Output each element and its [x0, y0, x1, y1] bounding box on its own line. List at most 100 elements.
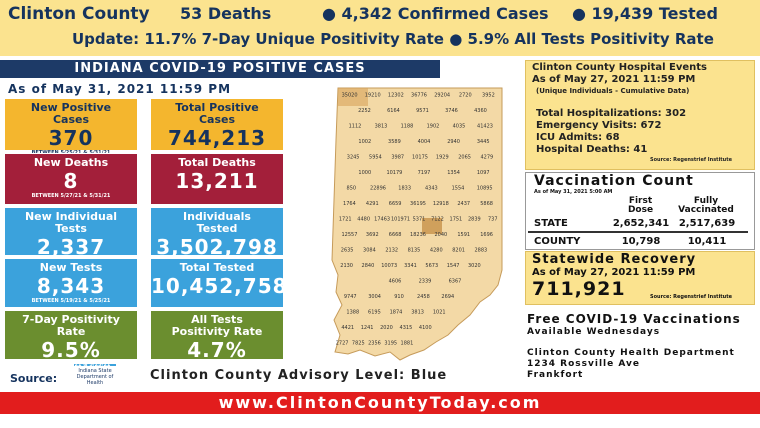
county-cases: 1021 — [433, 310, 446, 316]
tile-value: 9.5% — [41, 338, 101, 362]
update-line: Update: 11.7% 7-Day Unique Positivity Ra… — [72, 30, 714, 48]
county-cases: 4480 — [357, 217, 370, 223]
county-cases: 2839 — [468, 217, 481, 223]
county-cases: 1112 — [349, 124, 362, 130]
tile-label: New Individual Tests — [24, 210, 118, 235]
county-cases: 2694 — [441, 294, 454, 300]
address-line: Clinton County Health Department — [527, 348, 735, 358]
county-cases: 1000 — [358, 170, 371, 176]
county-cases: 3746 — [445, 108, 458, 114]
tile-label: Total Tested — [179, 261, 255, 274]
county-cases: 3589 — [388, 139, 401, 145]
county-cases: 12918 — [433, 201, 449, 207]
tile-label: All Tests Positivity Rate — [171, 313, 263, 338]
county-cases: 2458 — [417, 294, 430, 300]
county-cases: 2132 — [385, 248, 398, 254]
county-cases: 12302 — [388, 93, 404, 99]
county-cases: 3987 — [391, 155, 404, 161]
tile-value: 8,343 — [36, 274, 106, 298]
tile-label: New Tests — [39, 261, 103, 274]
county-cases: 4343 — [425, 186, 438, 192]
county-cases: 41423 — [477, 124, 493, 130]
row-label: STATE — [534, 218, 568, 229]
county-cases: 3813 — [375, 124, 388, 130]
hospital-box — [525, 60, 755, 170]
county-cases: 1188 — [401, 124, 414, 130]
county-cases: 8135 — [408, 248, 421, 254]
county-cases: 6668 — [389, 232, 402, 238]
county-cases: 4035 — [453, 124, 466, 130]
county-cases: 910 — [394, 294, 404, 300]
county-cases: 4315 — [400, 325, 413, 331]
stat-tile: Total Positive Cases 744,213 — [150, 98, 284, 151]
source-label: Source: — [10, 372, 58, 385]
county-cases: 5673 — [425, 263, 438, 269]
county-cases: 22896 — [370, 186, 386, 192]
county-cases: 3952 — [482, 93, 495, 99]
address: Clinton County Health Department 1234 Ros… — [527, 348, 735, 381]
tile-value: 8 — [63, 169, 79, 193]
county-cases: 3692 — [366, 232, 379, 238]
tile-value: 10,452,758 — [151, 274, 288, 298]
county-cases: 10073 — [381, 263, 397, 269]
county-cases: 18236 — [410, 232, 426, 238]
vaccination-count: 10,411 — [687, 236, 727, 247]
stat-tile: Individuals Tested 3,502,798 — [150, 207, 284, 259]
county-cases: 3020 — [468, 263, 481, 269]
county-cases: 36195 — [410, 201, 426, 207]
website-url: www.ClintonCountyToday.com — [0, 392, 760, 414]
vaccination-count: 2,517,639 — [678, 218, 736, 229]
county-cases: 1929 — [436, 155, 449, 161]
hospital-line: Emergency Visits: 672 — [536, 120, 662, 131]
county-cases: 2065 — [458, 155, 471, 161]
county-cases: 7197 — [418, 170, 431, 176]
county-cases: 3195 — [384, 341, 397, 347]
tile-value: 744,213 — [167, 126, 267, 150]
county-cases: 2339 — [419, 279, 432, 285]
county-tested: ● 19,439 Tested — [572, 4, 718, 23]
hospital-list: Total Hospitalizations: 302 Emergency Vis… — [536, 108, 686, 156]
county-cases: 2883 — [474, 248, 487, 254]
county-cases: 6195 — [368, 310, 381, 316]
county-cases: 17463 — [374, 217, 390, 223]
indiana-map: 35020 19210 12302 36776 29204 2720 3952 2252 616… — [331, 87, 503, 361]
county-cases: 2940 — [447, 139, 460, 145]
recovery-value: 711,921 — [532, 278, 626, 300]
county-cases: 1097 — [477, 170, 490, 176]
state-outline — [331, 87, 503, 361]
tile-note: BETWEEN 5/19/21 & 5/25/21 — [31, 362, 111, 368]
county-cases: 9571 — [416, 108, 429, 114]
county-cases: 3245 — [347, 155, 360, 161]
vaccination-as-of: As of May 31, 2021 5:00 AM — [534, 189, 613, 195]
county-cases: 1547 — [447, 263, 460, 269]
tile-note: BETWEEN 5/27/21 & 5/31/21 — [31, 193, 111, 199]
county-cases: 3445 — [477, 139, 490, 145]
vaccination-count: 2,652,341 — [612, 218, 670, 229]
county-cases: 1554 — [452, 186, 465, 192]
county-cases: 2840 — [362, 263, 375, 269]
county-cases: 19210 — [365, 93, 381, 99]
hospital-line: ICU Admits: 68 — [536, 132, 620, 143]
vaccination-box — [525, 172, 755, 250]
county-cases: 1721 — [339, 217, 352, 223]
isdh-logo: Indiana State Department of Health — [74, 364, 116, 386]
tile-label: Individuals Tested — [183, 210, 251, 235]
hospital-line: Total Hospitalizations: 302 — [536, 108, 687, 119]
tile-value: 13,211 — [175, 169, 259, 193]
county-cases: 2720 — [459, 93, 472, 99]
county-cases: 1874 — [390, 310, 403, 316]
county-cases: 737 — [488, 217, 498, 223]
county-cases: 1902 — [427, 124, 440, 130]
county-cases: 2727 — [336, 341, 349, 347]
county-cases: 6164 — [387, 108, 400, 114]
county-deaths: 53 Deaths — [180, 4, 272, 23]
county-cases: 1002 — [358, 139, 371, 145]
county-cases: 1764 — [343, 201, 356, 207]
column-header: Fully Vaccinated — [678, 196, 734, 215]
hospital-title: Clinton County Hospital Events — [532, 62, 707, 73]
county-cases: 2252 — [358, 108, 371, 114]
county-cases: 29204 — [434, 93, 450, 99]
county-cases: 2130 — [340, 263, 353, 269]
stat-tile: All Tests Positivity Rate 4.7% BETWEEN 5/1… — [150, 310, 284, 368]
county-cases: 6659 — [389, 201, 402, 207]
